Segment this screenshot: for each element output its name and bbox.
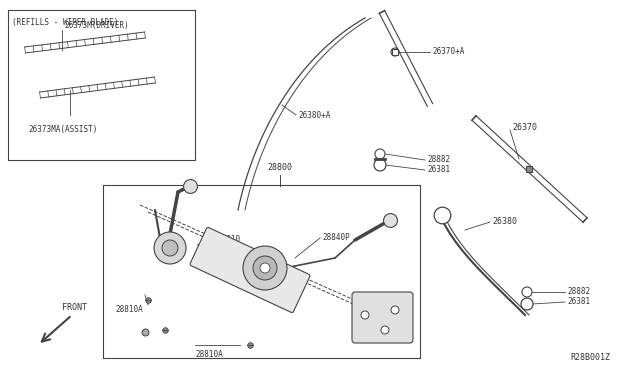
- Circle shape: [391, 306, 399, 314]
- Text: 28882: 28882: [427, 155, 450, 164]
- Circle shape: [260, 263, 270, 273]
- Circle shape: [374, 159, 386, 171]
- Circle shape: [522, 287, 532, 297]
- FancyBboxPatch shape: [190, 227, 310, 312]
- Text: 26381: 26381: [567, 298, 590, 307]
- Text: 26370+A: 26370+A: [432, 48, 465, 57]
- Circle shape: [361, 311, 369, 319]
- Circle shape: [391, 48, 399, 56]
- Text: 28882: 28882: [567, 288, 590, 296]
- Text: R28B001Z: R28B001Z: [570, 353, 610, 362]
- Text: 26370: 26370: [512, 122, 537, 131]
- Circle shape: [521, 298, 533, 310]
- Text: 28810A: 28810A: [115, 305, 143, 314]
- Text: 28810: 28810: [217, 235, 240, 244]
- Circle shape: [381, 326, 389, 334]
- FancyBboxPatch shape: [352, 292, 413, 343]
- Circle shape: [253, 256, 277, 280]
- Circle shape: [154, 232, 186, 264]
- Text: 28800: 28800: [268, 163, 292, 172]
- Text: 26380+A: 26380+A: [298, 110, 330, 119]
- Text: (REFILLS - WIPER BLADE): (REFILLS - WIPER BLADE): [12, 18, 118, 27]
- Text: 28810A: 28810A: [195, 350, 223, 359]
- Text: FRONT: FRONT: [62, 303, 87, 312]
- Circle shape: [162, 240, 178, 256]
- Text: 28840P: 28840P: [322, 234, 349, 243]
- Text: 26381: 26381: [427, 166, 450, 174]
- Text: 26373MA(ASSIST): 26373MA(ASSIST): [28, 125, 97, 134]
- Text: 26380: 26380: [492, 218, 517, 227]
- Circle shape: [375, 149, 385, 159]
- Text: 26373M(DRIVER): 26373M(DRIVER): [64, 21, 129, 30]
- Circle shape: [243, 246, 287, 290]
